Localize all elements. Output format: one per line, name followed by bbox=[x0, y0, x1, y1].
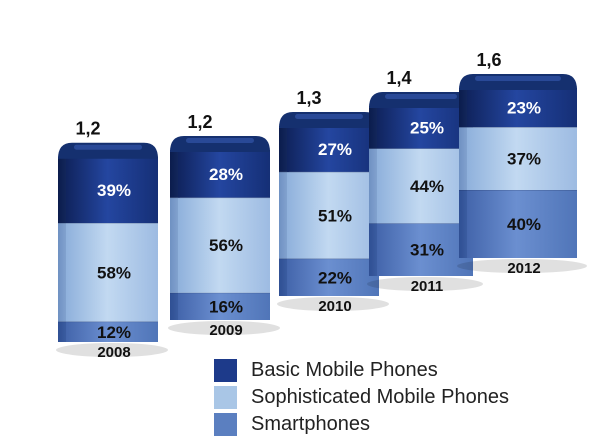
column-2012: 40% 37% 23% 1,6 2012 bbox=[457, 50, 587, 277]
column-top-highlight bbox=[186, 138, 254, 143]
bar-side-face bbox=[459, 88, 469, 128]
bar-front-face bbox=[178, 292, 270, 320]
data-label: 56% bbox=[209, 236, 243, 255]
bar-side-face bbox=[369, 223, 379, 276]
bar-segment-sophisticated-mobile-phones-2009 bbox=[170, 197, 270, 293]
data-label: 58% bbox=[97, 263, 131, 282]
bar-front-face bbox=[377, 106, 473, 149]
column-2011: 31% 44% 25% 1,4 2011 bbox=[367, 68, 483, 295]
year-label: 2010 bbox=[318, 298, 351, 315]
column-2008: 12% 58% 39% 1,2 2008 bbox=[56, 119, 168, 361]
data-label: 22% bbox=[318, 268, 352, 287]
bar-side-face bbox=[279, 126, 289, 172]
data-label: 39% bbox=[97, 181, 131, 200]
year-label: 2008 bbox=[97, 344, 130, 361]
year-label: 2011 bbox=[411, 278, 444, 295]
bar-segment-sophisticated-mobile-phones-2011 bbox=[369, 148, 473, 224]
bar-front-face bbox=[287, 171, 379, 259]
bar-front-face bbox=[178, 150, 270, 198]
bar-front-face bbox=[66, 156, 158, 223]
data-label: 25% bbox=[410, 118, 444, 137]
bar-side-face bbox=[369, 106, 379, 149]
column-2009: 16% 56% 28% 1,2 2009 bbox=[168, 112, 280, 339]
data-label: 44% bbox=[410, 177, 444, 196]
legend-label-smartphones: Smartphones bbox=[251, 413, 370, 435]
bar-front-face bbox=[287, 126, 379, 172]
column-top-highlight bbox=[74, 144, 142, 150]
data-label: 12% bbox=[97, 323, 131, 342]
legend-item-sophisticated: Sophisticated Mobile Phones bbox=[214, 384, 509, 411]
legend-label-sophisticated: Sophisticated Mobile Phones bbox=[251, 386, 509, 408]
bar-segment-basic-mobile-phones-2008 bbox=[58, 156, 158, 223]
legend-swatch-basic bbox=[214, 359, 237, 382]
total-label: 1,6 bbox=[476, 50, 501, 70]
bar-side-face bbox=[170, 150, 180, 198]
bar-front-face bbox=[377, 223, 473, 276]
bar-front-face bbox=[178, 197, 270, 293]
bar-side-face bbox=[58, 156, 68, 223]
bar-segment-basic-mobile-phones-2010 bbox=[279, 125, 379, 172]
total-label: 1,4 bbox=[386, 68, 411, 88]
column-top-highlight bbox=[475, 76, 561, 81]
data-label: 28% bbox=[209, 165, 243, 184]
bar-side-face bbox=[58, 321, 68, 342]
column-shadow bbox=[367, 277, 483, 291]
legend-swatch-sophisticated bbox=[214, 386, 237, 409]
legend-item-basic: Basic Mobile Phones bbox=[214, 357, 509, 384]
year-label: 2012 bbox=[507, 260, 540, 277]
bar-side-face bbox=[459, 190, 469, 258]
bar-side-face bbox=[170, 292, 180, 320]
bar-front-face bbox=[467, 190, 577, 258]
bar-front-face bbox=[377, 148, 473, 224]
legend-item-smartphones: Smartphones bbox=[214, 411, 509, 438]
bar-side-face bbox=[369, 148, 379, 224]
data-label: 16% bbox=[209, 297, 243, 316]
bar-side-face bbox=[459, 127, 469, 190]
bar-segment-sophisticated-mobile-phones-2010 bbox=[279, 171, 379, 259]
legend: Basic Mobile Phones Sophisticated Mobile… bbox=[214, 357, 509, 438]
bar-front-face bbox=[287, 258, 379, 296]
total-label: 1,3 bbox=[296, 88, 321, 108]
legend-swatch-smartphones bbox=[214, 413, 237, 436]
column-shadow bbox=[168, 321, 280, 335]
bar-segment-basic-mobile-phones-2009 bbox=[170, 149, 270, 198]
bar-front-face bbox=[467, 88, 577, 128]
bar-side-face bbox=[279, 171, 289, 259]
year-label: 2009 bbox=[209, 322, 242, 339]
column-2010: 22% 51% 27% 1,3 2010 bbox=[277, 88, 389, 315]
bar-front-face bbox=[66, 321, 158, 342]
data-label: 23% bbox=[507, 99, 541, 118]
data-label: 51% bbox=[318, 206, 352, 225]
data-label: 27% bbox=[318, 140, 352, 159]
column-top-highlight bbox=[295, 114, 363, 119]
data-label: 37% bbox=[507, 150, 541, 169]
column-shadow bbox=[56, 343, 168, 357]
bar-segment-smartphones-2012 bbox=[459, 189, 577, 258]
bar-segment-basic-mobile-phones-2012 bbox=[459, 87, 577, 128]
column-top-highlight bbox=[385, 94, 457, 99]
legend-label-basic: Basic Mobile Phones bbox=[251, 359, 438, 381]
total-label: 1,2 bbox=[75, 119, 100, 139]
bar-front-face bbox=[66, 223, 158, 322]
bar-front-face bbox=[467, 127, 577, 190]
bar-segment-sophisticated-mobile-phones-2012 bbox=[459, 126, 577, 190]
bar-side-face bbox=[170, 197, 180, 293]
data-label: 31% bbox=[410, 241, 444, 260]
bar-side-face bbox=[279, 258, 289, 296]
bar-segment-smartphones-2010 bbox=[279, 258, 379, 296]
data-label: 40% bbox=[507, 215, 541, 234]
bar-side-face bbox=[58, 223, 68, 322]
total-label: 1,2 bbox=[187, 112, 212, 132]
column-shadow bbox=[457, 259, 587, 273]
column-shadow bbox=[277, 297, 389, 311]
